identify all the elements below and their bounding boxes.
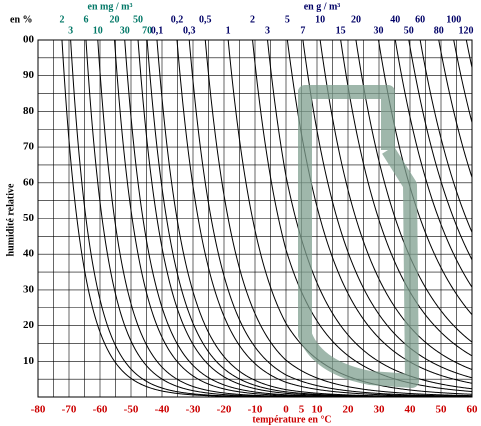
mg-header: en mg / m³ — [88, 1, 133, 12]
y-axis-title: humidité relative — [5, 183, 16, 256]
curve-label: 20 — [110, 14, 120, 25]
x-tick-label: -30 — [186, 404, 201, 416]
x-tick-label: 30 — [374, 404, 386, 416]
curve-label: 2 — [250, 14, 255, 25]
curve-label: 30 — [373, 25, 383, 36]
humidity-curve — [465, 40, 472, 68]
x-tick-label: -70 — [62, 404, 77, 416]
x-tick-label: -10 — [248, 404, 263, 416]
plot-frame — [37, 39, 473, 398]
curve-label: 0,3 — [183, 25, 196, 36]
x-tick-label: 40 — [405, 404, 417, 416]
curve-label: 20 — [351, 14, 361, 25]
humidity-curve — [188, 40, 472, 397]
y-unit: en % — [10, 14, 33, 25]
humidity-curve — [319, 40, 472, 371]
humidity-curve — [438, 40, 472, 178]
curve-label: 70 — [142, 25, 152, 36]
x-tick-label: 50 — [436, 404, 448, 416]
humidity-curve — [227, 40, 472, 395]
y-tick-label: 30 — [23, 283, 35, 295]
curve-label: 50 — [133, 14, 143, 25]
humidity-curve — [204, 40, 472, 397]
x-axis-title: température en °C — [252, 414, 331, 425]
curve-label: 7 — [300, 25, 305, 36]
curve-label: 40 — [390, 14, 400, 25]
curve-label: 10 — [315, 14, 325, 25]
y-tick-label: 40 — [23, 248, 35, 260]
x-tick-label: 10 — [312, 404, 324, 416]
humidity-curve — [419, 40, 472, 233]
highlight-zone — [298, 85, 419, 388]
humidity-curve — [302, 40, 472, 379]
humidity-curve — [394, 40, 472, 288]
x-tick-label: -60 — [93, 404, 108, 416]
curve-label: 30 — [120, 25, 130, 36]
x-tick-label: 0 — [283, 404, 289, 416]
curve-label: 10 — [93, 25, 103, 36]
humidity-curve — [176, 40, 472, 397]
curve-label: 0,1 — [151, 25, 164, 36]
x-tick-label: -80 — [31, 404, 46, 416]
humidity-curve — [252, 40, 472, 393]
humidity-curve — [408, 40, 472, 260]
y-tick-label: 10 — [23, 355, 35, 367]
curve-label: 60 — [415, 14, 425, 25]
y-tick-label: 90 — [23, 69, 35, 81]
curve-label: 120 — [459, 25, 474, 36]
x-tick-label: -40 — [155, 404, 170, 416]
curve-label: 6 — [83, 14, 88, 25]
y-tick-label: 60 — [23, 176, 35, 188]
x-tick-label: -20 — [217, 404, 232, 416]
humidity-curve — [156, 40, 472, 397]
y-tick-label: 70 — [23, 141, 35, 153]
x-tick-label: 20 — [343, 404, 355, 416]
g-header: en g / m³ — [304, 1, 341, 12]
curve-label: 5 — [285, 14, 290, 25]
curve-label: 80 — [434, 25, 444, 36]
x-tick-label: 5 — [299, 404, 305, 416]
y-tick-label: 80 — [23, 105, 35, 117]
y-tick-label: 20 — [23, 319, 35, 331]
humidity-curve — [377, 40, 472, 315]
curve-label: 15 — [336, 25, 346, 36]
curve-label: 100 — [446, 14, 461, 25]
y-tick-label: 00 — [23, 34, 35, 46]
x-tick-label: 60 — [467, 404, 479, 416]
curve-label: 2 — [59, 14, 64, 25]
humidity-curve — [340, 40, 472, 357]
curve-label: 0,2 — [171, 14, 184, 25]
y-tick-label: 50 — [23, 212, 35, 224]
x-tick-label: -50 — [124, 404, 139, 416]
curve-label: 3 — [68, 25, 73, 36]
humidity-curve — [267, 40, 472, 390]
curve-label: 0,5 — [199, 14, 212, 25]
curve-label: 3 — [265, 25, 270, 36]
humidity-curve — [453, 40, 472, 123]
curve-label: 1 — [226, 25, 231, 36]
curve-label: 50 — [404, 25, 414, 36]
